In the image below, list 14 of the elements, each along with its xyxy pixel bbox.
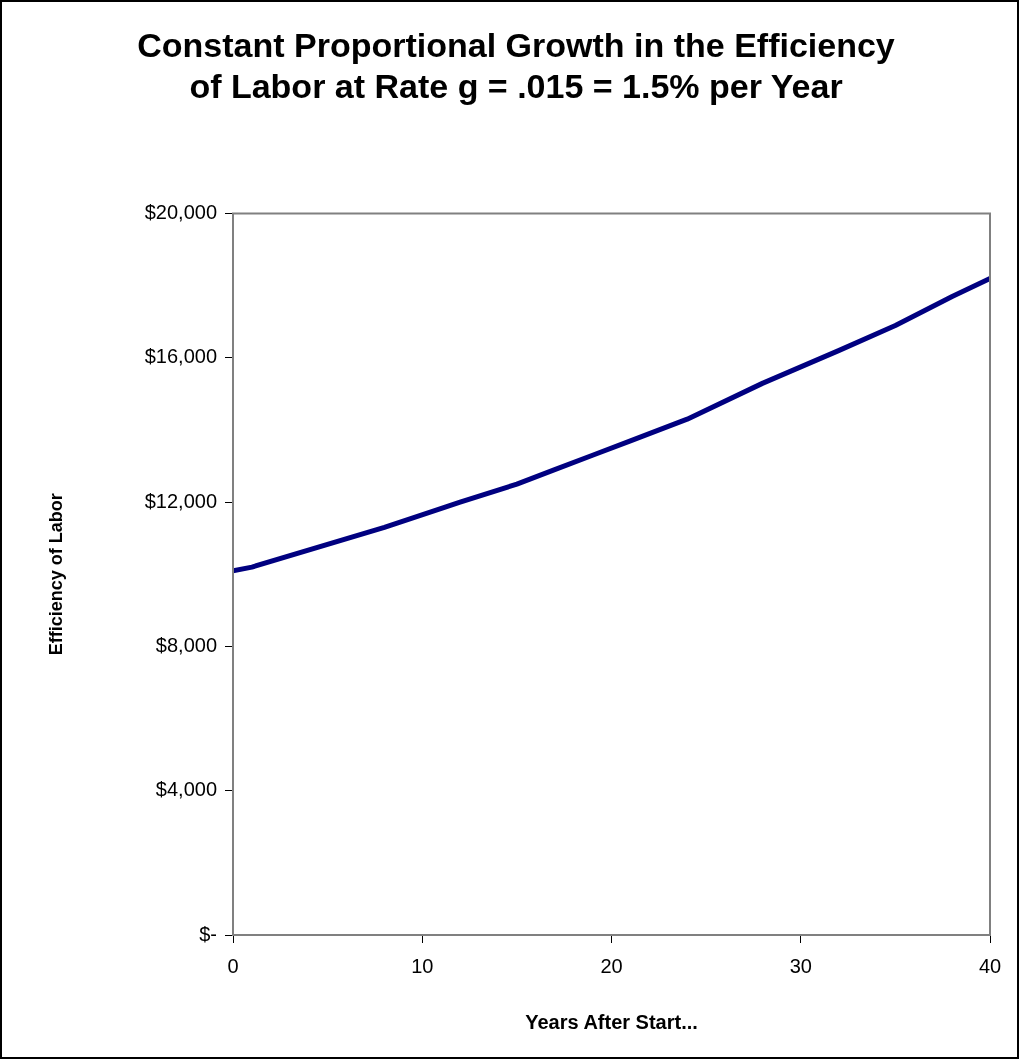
y-tick-label: $- [199,922,217,945]
x-tick-label: 20 [600,954,623,977]
y-tick-label: $16,000 [144,345,217,368]
chart-title: Constant Proportional Growth in the Efficiency of Labor at Rate g = .015 = 1.5% per Year [137,25,895,105]
y-tick-label: $20,000 [144,201,217,224]
x-tick-label: 10 [411,954,434,977]
y-axis-title: Efficiency of Labor [45,493,66,656]
y-tick-label: $8,000 [155,633,217,656]
y-tick-label: $12,000 [144,489,217,512]
y-tick-label: $4,000 [155,778,217,801]
x-tick-label: 0 [227,954,239,977]
x-axis-title: Years After Start... [525,1010,698,1033]
x-tick-label: 40 [978,954,1002,977]
x-tick-label: 30 [789,954,812,977]
